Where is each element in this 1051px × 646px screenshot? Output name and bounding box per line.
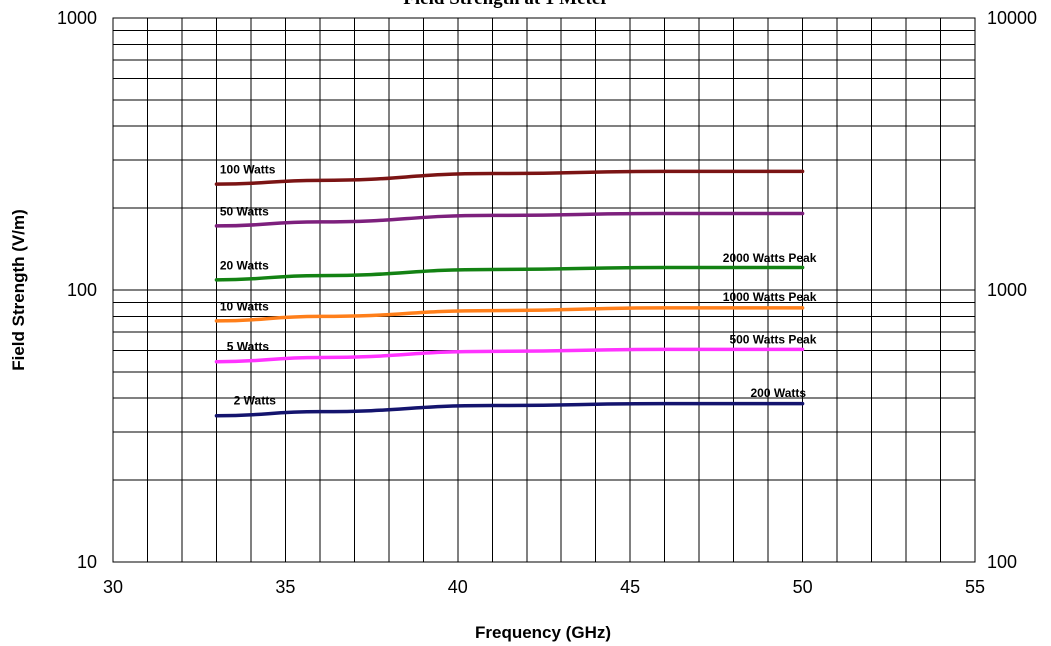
x-tick-label: 40 [448,577,468,597]
x-tick-label: 30 [103,577,123,597]
series-annotation: 10 Watts [220,300,269,314]
series-annotation: 500 Watts Peak [729,333,816,347]
plot-area [112,17,976,563]
series-line [214,347,805,364]
y-tick-label: 10 [77,552,97,572]
x-tick-label: 35 [275,577,295,597]
y-tick-label: 1000 [57,8,97,28]
series-line [214,211,805,228]
y-tick-label: 100 [67,280,97,300]
series-lines [214,169,805,418]
series-line [214,306,805,323]
y2-tick-label: 1000 [987,280,1027,300]
y2-tick-label: 10000 [987,8,1037,28]
series-line [214,265,805,282]
series-annotation: 50 Watts [220,204,269,218]
x-tick-label: 50 [793,577,813,597]
y2-tick-labels: 100 1000 10000 [987,8,1037,572]
grid-lines [112,17,976,563]
series-annotation: 2 Watts [234,393,277,407]
series-annotation: 5 Watts [227,339,270,353]
series-line [214,401,805,418]
x-tick-label: 45 [620,577,640,597]
chart-title: Field Strength at 1 Meter [403,0,609,9]
x-axis-title: Frequency (GHz) [475,623,611,642]
series-annotation: 200 Watts [750,386,806,400]
series-annotation: 1000 Watts Peak [723,290,817,304]
x-tick-label: 55 [965,577,985,597]
series-annotation: 100 Watts [220,163,276,177]
series-annotations: 100 Watts 50 Watts 20 Watts 10 Watts 5 Watts… [220,163,817,408]
series-annotation: 2000 Watts Peak [723,251,817,265]
y2-tick-label: 100 [987,552,1017,572]
y-tick-labels: 10 100 1000 [57,8,97,572]
series-annotation: 20 Watts [220,258,269,272]
x-tick-labels: 30 35 40 45 50 55 [103,577,985,597]
series-line [214,169,805,186]
y-axis-title: Field Strength (V/m) [9,209,28,371]
